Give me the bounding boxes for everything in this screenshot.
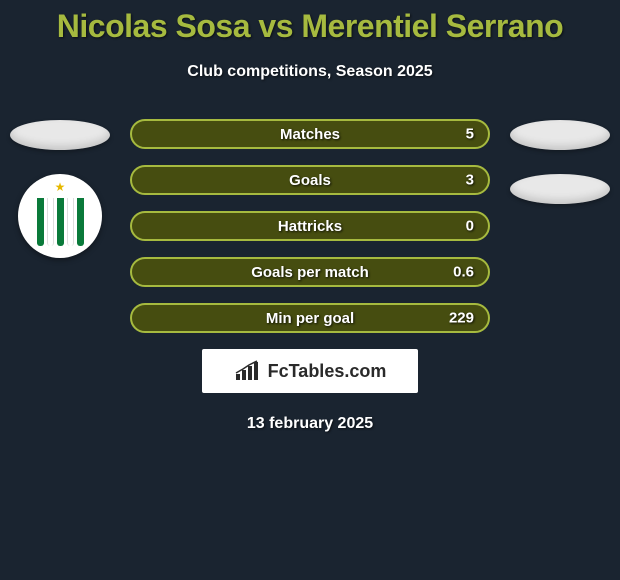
- right-player-column: [510, 120, 610, 204]
- stat-row-hattricks: Hattricks 0: [130, 211, 490, 241]
- stat-right-value: 0: [466, 218, 474, 235]
- stat-row-min-per-goal: Min per goal 229: [130, 303, 490, 333]
- comparison-page: Nicolas Sosa vs Merentiel Serrano Club c…: [0, 0, 620, 580]
- stat-label: Hattricks: [278, 218, 342, 235]
- branding-badge[interactable]: FcTables.com: [202, 349, 418, 393]
- stat-label: Min per goal: [266, 310, 354, 327]
- player-placeholder-oval: [510, 120, 610, 150]
- left-player-column: ★: [10, 120, 110, 258]
- player-placeholder-oval: [10, 120, 110, 150]
- page-title: Nicolas Sosa vs Merentiel Serrano: [0, 0, 620, 45]
- bar-chart-icon: [234, 360, 262, 382]
- stripe: [77, 198, 84, 246]
- stat-right-value: 0.6: [453, 264, 474, 281]
- stripe: [47, 198, 54, 246]
- stat-right-value: 3: [466, 172, 474, 189]
- stat-row-goals-per-match: Goals per match 0.6: [130, 257, 490, 287]
- club-stripes: [30, 186, 90, 246]
- stats-list: Matches 5 Goals 3 Hattricks 0 Goals per …: [130, 119, 490, 333]
- stat-label: Goals: [289, 172, 331, 189]
- stat-row-goals: Goals 3: [130, 165, 490, 195]
- stat-label: Matches: [280, 126, 340, 143]
- stat-right-value: 229: [449, 310, 474, 327]
- stat-label: Goals per match: [251, 264, 369, 281]
- branding-text: FcTables.com: [268, 361, 387, 382]
- stripe: [57, 198, 64, 246]
- stripe: [37, 198, 44, 246]
- stripe: [67, 198, 74, 246]
- page-subtitle: Club competitions, Season 2025: [0, 63, 620, 81]
- stat-row-matches: Matches 5: [130, 119, 490, 149]
- comparison-date: 13 february 2025: [0, 415, 620, 433]
- club-badge-left: ★: [18, 174, 102, 258]
- stat-right-value: 5: [466, 126, 474, 143]
- club-placeholder-oval: [510, 174, 610, 204]
